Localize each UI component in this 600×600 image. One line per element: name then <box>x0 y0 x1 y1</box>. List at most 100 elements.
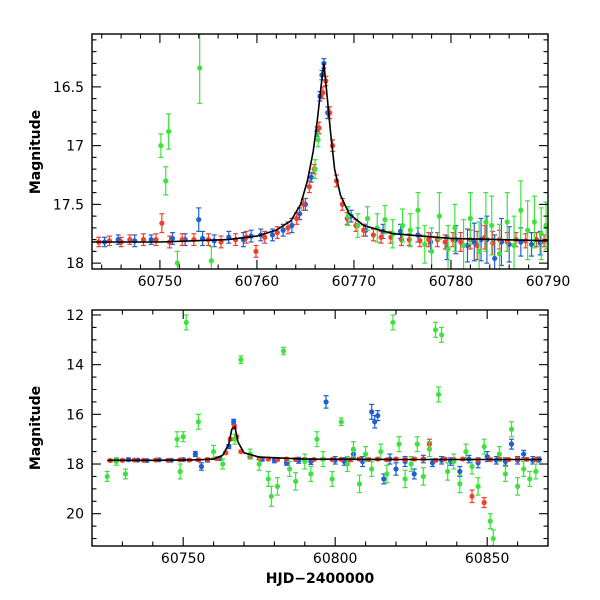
panel0-green-point-28 <box>504 192 510 252</box>
panel1-model-curve <box>107 425 542 462</box>
panel0-red-point-32 <box>370 228 376 242</box>
panel1-green-point-16 <box>274 477 281 496</box>
panel1-green-point-27 <box>350 441 357 458</box>
panel0-x-tick-label: 60760 <box>235 274 280 290</box>
panel0-y-tick-label: 16.5 <box>53 80 84 96</box>
panel1-green-point-48 <box>475 477 481 496</box>
panel0-green-point-31 <box>525 200 531 261</box>
panel1-green-point-7 <box>195 413 201 430</box>
panel0-green-point-17 <box>422 224 428 264</box>
panel1-green-point-54 <box>508 421 515 438</box>
panel1-y-tick-label: 20 <box>66 507 84 523</box>
panel1-red-point-43 <box>481 496 487 509</box>
panel1-green-point-32 <box>384 464 390 484</box>
panel0-y-tick-label: 17 <box>66 139 84 155</box>
panel0-red-point-37 <box>417 234 423 248</box>
panel0-red-point-33 <box>378 230 384 244</box>
panel0-red-point-7 <box>167 235 173 249</box>
panel1-green-point-14 <box>265 470 271 487</box>
panel1-green-point-34 <box>396 436 402 453</box>
panel1-green-point-33 <box>390 314 396 331</box>
panel0-red-point-6 <box>159 213 165 234</box>
panel1-green-point-4 <box>177 463 183 480</box>
panel0-green-point-32 <box>531 195 538 249</box>
bottom-panel-ticks: 60750 60800 60850 12 14 16 18 20 <box>66 308 549 567</box>
top-panel-plot-area <box>92 34 548 269</box>
panel0-x-tick-label: 60750 <box>138 274 183 290</box>
panel0-red-point-42 <box>458 231 464 252</box>
panel0-green-point-4 <box>208 246 214 269</box>
panel0-red-point-4 <box>140 233 147 247</box>
panel0-blue-point-9 <box>226 230 232 244</box>
panel1-green-point-28 <box>356 474 363 494</box>
panel1-green-point-53 <box>502 465 509 483</box>
panel1-blue-point-19 <box>323 395 329 409</box>
panel1-green-point-3 <box>174 431 180 448</box>
panel0-green-point-15 <box>407 213 413 248</box>
panel1-green-point-51 <box>490 529 496 546</box>
panel1-green-point-39 <box>426 441 433 458</box>
panel1-blue-point-7 <box>192 451 198 458</box>
panel0-blue-point-3 <box>148 234 154 245</box>
panel0-red-point-15 <box>262 230 268 244</box>
x-axis-label: HJD−2400000 <box>266 571 375 587</box>
bottom-panel-plot-area <box>104 314 542 546</box>
panel1-green-point-55 <box>515 477 521 496</box>
panel1-blue-point-8 <box>198 462 205 471</box>
panel1-green-point-25 <box>338 417 344 427</box>
panel1-green-point-40 <box>432 321 439 338</box>
panel1-x-tick-label: 60800 <box>313 551 358 567</box>
panel1-blue-point-44 <box>521 449 527 459</box>
panel1-blue-point-24 <box>369 403 375 420</box>
panel0-green-point-21 <box>452 203 458 252</box>
panel0-red-point-9 <box>191 233 197 247</box>
panel1-green-point-15 <box>268 485 274 507</box>
panel0-green-point-20 <box>445 224 451 269</box>
panel1-blue-point-12 <box>231 418 237 425</box>
panel0-green-point-29 <box>511 215 517 269</box>
panel1-green-point-35 <box>402 469 408 489</box>
panel1-green-point-42 <box>439 326 445 343</box>
panel0-green-point-16 <box>415 192 421 229</box>
panel0-red-point-14 <box>253 244 259 258</box>
panel0-blue-point-33 <box>471 222 477 262</box>
panel1-green-point-49 <box>481 438 487 455</box>
panel1-y-tick-label: 14 <box>66 358 84 374</box>
panel1-green-point-21 <box>308 465 314 483</box>
panel0-blue-point-10 <box>240 231 246 248</box>
panel0-green-point-30 <box>518 180 524 241</box>
panel0-green-point-1 <box>163 166 169 196</box>
panel0-red-point-5 <box>153 233 159 247</box>
panel0-blue-point-7 <box>200 230 206 247</box>
panel1-green-point-19 <box>293 472 299 491</box>
panel0-blue-point-40 <box>528 231 535 257</box>
panel1-green-point-6 <box>183 314 189 331</box>
panel0-green-point-33 <box>538 207 544 261</box>
panel1-green-point-11 <box>238 355 244 365</box>
panel1-green-point-0 <box>104 470 110 483</box>
top-panel-frame <box>91 33 549 270</box>
panel1-y-tick-label: 16 <box>66 407 84 423</box>
panel1-x-tick-label: 60750 <box>161 551 206 567</box>
panel0-green-point-0 <box>158 133 164 158</box>
panel0-green-point-9 <box>355 213 361 238</box>
panel1-green-point-22 <box>314 431 320 448</box>
top-panel-y-axis-label: Magnitude <box>28 110 44 194</box>
bottom-panel-y-axis-label: Magnitude <box>28 386 44 470</box>
top-panel-zoomed-light-curve: 60750 60760 60770 60780 60790 16.5 17 17.5 18 Ma… <box>28 33 570 290</box>
panel1-y-tick-label: 18 <box>66 457 84 473</box>
panel1-blue-point-29 <box>393 462 399 476</box>
panel0-red-point-8 <box>179 233 185 247</box>
panel1-green-point-57 <box>527 470 533 487</box>
panel1-green-point-9 <box>220 458 226 470</box>
panel0-green-point-22 <box>460 219 467 269</box>
panel1-blue-point-42 <box>508 438 515 450</box>
bottom-panel-full-light-curve: 60750 60800 60850 12 14 16 18 20 Magnitude HJD−… <box>28 308 549 587</box>
panel1-green-point-43 <box>445 462 451 481</box>
panel0-y-tick-label: 18 <box>66 256 84 272</box>
panel0-green-point-7 <box>315 132 321 148</box>
panel1-green-point-18 <box>287 460 293 478</box>
panel1-green-point-50 <box>487 513 493 530</box>
panel0-blue-point-6 <box>196 207 202 232</box>
